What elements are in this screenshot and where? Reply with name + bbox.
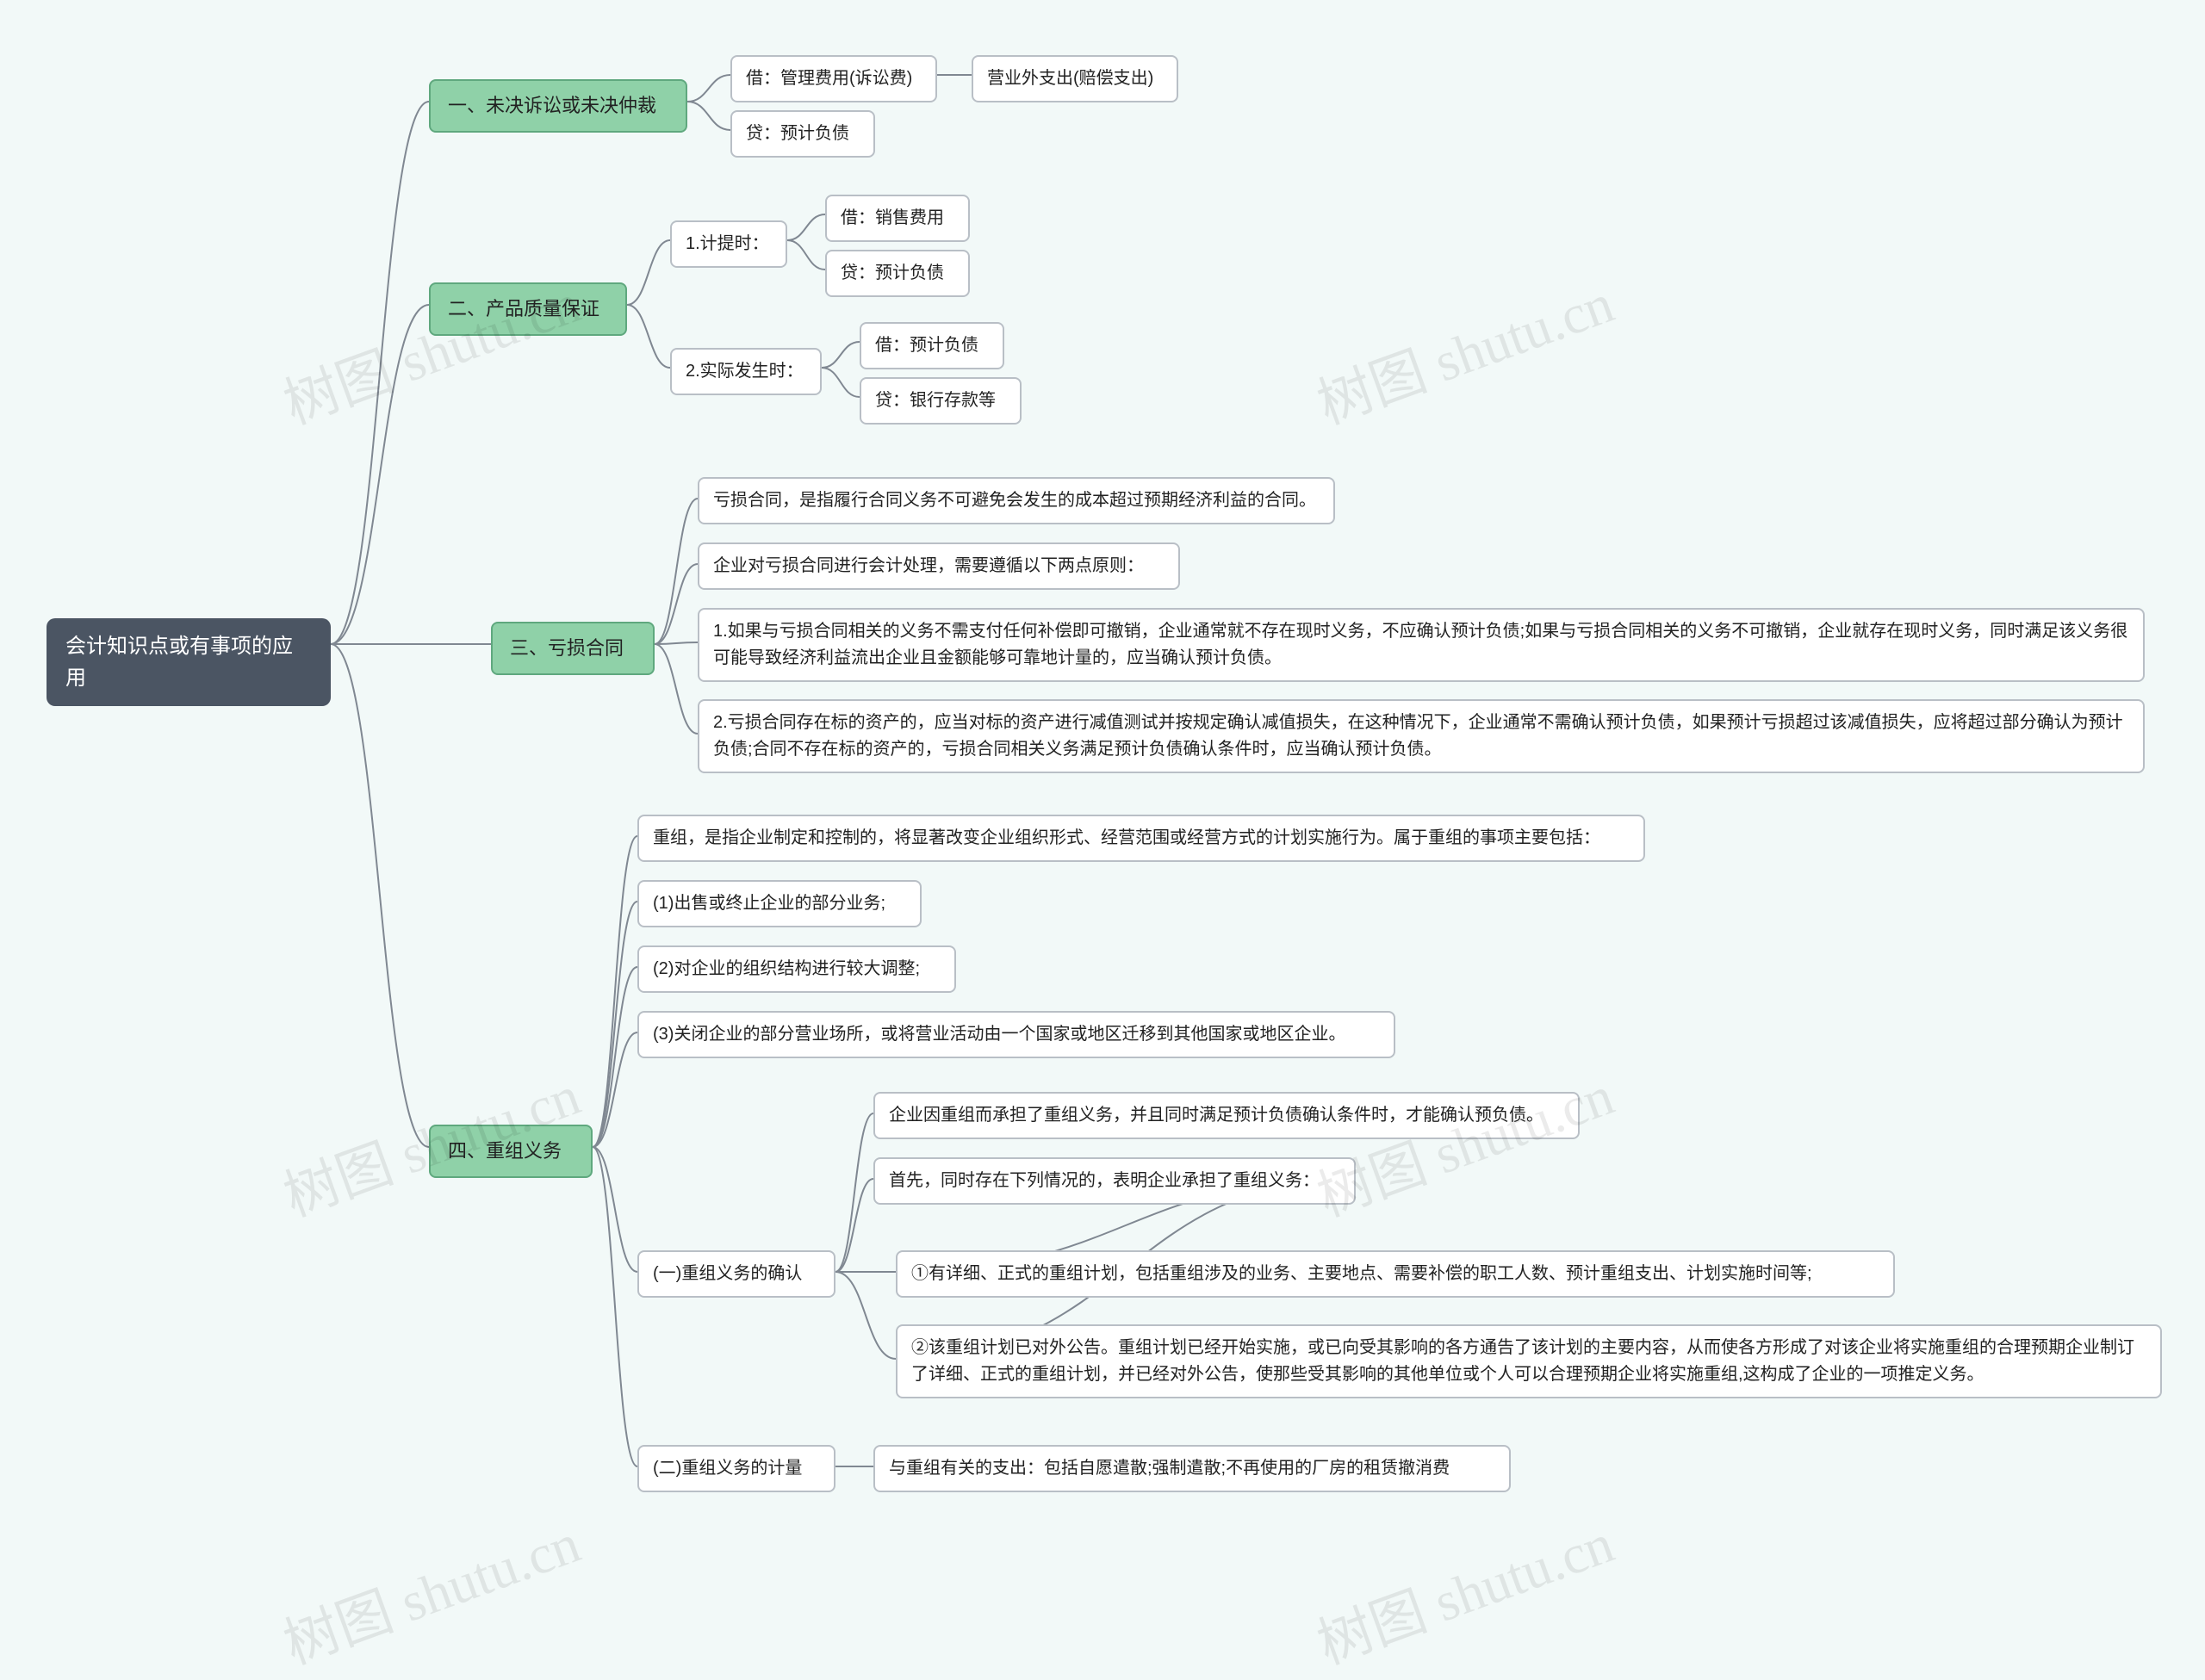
node-b4c[interactable]: (2)对企业的组织结构进行较大调整;: [637, 945, 956, 993]
edge-b2a-b2a1: [787, 214, 825, 240]
edge-b4-b4b: [593, 902, 637, 1147]
edge-b1-b1b: [687, 102, 730, 130]
edge-b3-b3d: [655, 644, 698, 734]
node-b3c[interactable]: 1.如果与亏损合同相关的义务不需支付任何补偿即可撤销，企业通常就不存在现时义务，…: [698, 608, 2145, 682]
node-b2a[interactable]: 1.计提时：: [670, 220, 787, 268]
edge-b2-b2a: [627, 240, 670, 305]
node-b2b[interactable]: 2.实际发生时：: [670, 348, 822, 395]
node-b4b[interactable]: (1)出售或终止企业的部分业务;: [637, 880, 922, 927]
node-b4[interactable]: 四、重组义务: [429, 1125, 593, 1178]
node-b1a[interactable]: 借：管理费用(诉讼费): [730, 55, 937, 102]
edge-b3-b3c: [655, 642, 698, 644]
node-root[interactable]: 会计知识点或有事项的应用: [47, 618, 331, 706]
node-b2a1[interactable]: 借：销售费用: [825, 195, 970, 242]
node-b3[interactable]: 三、亏损合同: [491, 622, 655, 675]
node-b1[interactable]: 一、未决诉讼或未决仲裁: [429, 79, 687, 133]
watermark: 树图 shutu.cn: [271, 1499, 589, 1679]
node-b4e3[interactable]: ①有详细、正式的重组计划，包括重组涉及的业务、主要地点、需要补偿的职工人数、预计…: [896, 1250, 1895, 1298]
node-b4e2[interactable]: 首先，同时存在下列情况的，表明企业承担了重组义务：: [873, 1157, 1356, 1205]
edge-b2a-b2a2: [787, 240, 825, 270]
node-b1b[interactable]: 贷：预计负债: [730, 110, 875, 158]
node-b4e1[interactable]: 企业因重组而承担了重组义务，并且同时满足预计负债确认条件时，才能确认预负债。: [873, 1092, 1580, 1139]
edge-b4-b4c: [593, 967, 637, 1147]
watermark: 树图 shutu.cn: [1305, 1051, 1623, 1231]
node-b4e4[interactable]: ②该重组计划已对外公告。重组计划已经开始实施，或已向受其影响的各方通告了该计划的…: [896, 1324, 2162, 1398]
edge-root-b4: [331, 644, 429, 1147]
edge-b4-b4a: [593, 836, 637, 1147]
watermark: 树图 shutu.cn: [1305, 1499, 1623, 1679]
edge-root-b2: [331, 305, 429, 644]
edge-root-b1: [331, 102, 429, 644]
edge-b4e-b4e1: [835, 1113, 873, 1272]
watermark: 树图 shutu.cn: [1305, 259, 1623, 439]
node-b3a[interactable]: 亏损合同，是指履行合同义务不可避免会发生的成本超过预期经济利益的合同。: [698, 477, 1335, 524]
edge-b4-b4e: [593, 1147, 637, 1272]
edge-b4-b4d: [593, 1032, 637, 1147]
edge-b4-b4f: [593, 1147, 637, 1466]
node-b4f[interactable]: (二)重组义务的计量: [637, 1445, 835, 1492]
node-b3b[interactable]: 企业对亏损合同进行会计处理，需要遵循以下两点原则：: [698, 542, 1180, 590]
edge-b3-b3a: [655, 499, 698, 644]
node-b2b2[interactable]: 贷：银行存款等: [860, 377, 1022, 425]
node-b3d[interactable]: 2.亏损合同存在标的资产的，应当对标的资产进行减值测试并按规定确认减值损失，在这…: [698, 699, 2145, 773]
edge-b4e-b4e2: [835, 1179, 873, 1272]
edge-b4e-b4e4: [835, 1272, 896, 1359]
node-b2[interactable]: 二、产品质量保证: [429, 282, 627, 336]
edge-b2b-b2b2: [822, 368, 860, 397]
edge-b2-b2b: [627, 305, 670, 368]
node-b4a[interactable]: 重组，是指企业制定和控制的，将显著改变企业组织形式、经营范围或经营方式的计划实施…: [637, 815, 1645, 862]
edge-b1-b1a: [687, 75, 730, 102]
edge-b2b-b2b1: [822, 342, 860, 368]
node-b4f1[interactable]: 与重组有关的支出：包括自愿遣散;强制遣散;不再使用的厂房的租赁撤消费: [873, 1445, 1511, 1492]
edge-b3-b3b: [655, 564, 698, 644]
node-b4e[interactable]: (一)重组义务的确认: [637, 1250, 835, 1298]
node-b2a2[interactable]: 贷：预计负债: [825, 250, 970, 297]
node-b2b1[interactable]: 借：预计负债: [860, 322, 1004, 369]
node-b1a2[interactable]: 营业外支出(赔偿支出): [972, 55, 1178, 102]
node-b4d[interactable]: (3)关闭企业的部分营业场所，或将营业活动由一个国家或地区迁移到其他国家或地区企…: [637, 1011, 1395, 1058]
